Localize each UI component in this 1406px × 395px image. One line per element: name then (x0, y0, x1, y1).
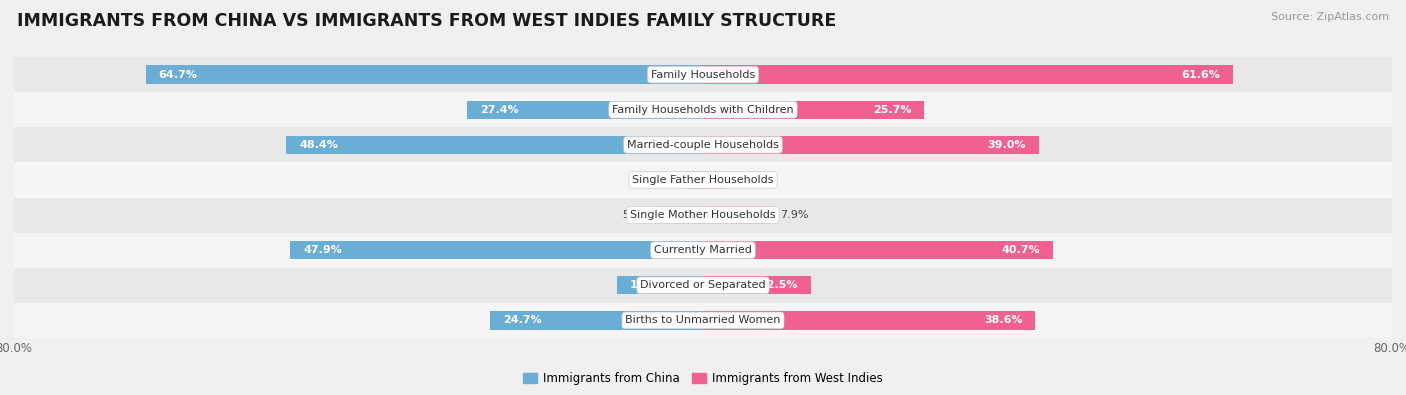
Text: 64.7%: 64.7% (159, 70, 198, 80)
Text: 40.7%: 40.7% (1002, 245, 1040, 255)
Text: 1.8%: 1.8% (651, 175, 679, 185)
Text: 7.9%: 7.9% (780, 210, 808, 220)
Bar (14, 127, 1392, 162)
Text: 38.6%: 38.6% (984, 315, 1022, 325)
Text: 10.0%: 10.0% (630, 280, 668, 290)
Bar (467, 101, 703, 119)
Text: Single Father Households: Single Father Households (633, 175, 773, 185)
Bar (291, 241, 703, 259)
Text: Divorced or Separated: Divorced or Separated (640, 280, 766, 290)
Text: Married-couple Households: Married-couple Households (627, 140, 779, 150)
Bar (703, 311, 1035, 329)
Text: Currently Married: Currently Married (654, 245, 752, 255)
Bar (703, 276, 811, 294)
Text: IMMIGRANTS FROM CHINA VS IMMIGRANTS FROM WEST INDIES FAMILY STRUCTURE: IMMIGRANTS FROM CHINA VS IMMIGRANTS FROM… (17, 12, 837, 30)
Bar (14, 57, 1392, 92)
Text: 12.5%: 12.5% (759, 280, 797, 290)
Bar (703, 136, 1039, 154)
Bar (703, 241, 1053, 259)
Text: 24.7%: 24.7% (503, 315, 541, 325)
Text: Births to Unmarried Women: Births to Unmarried Women (626, 315, 780, 325)
Text: 2.3%: 2.3% (731, 175, 759, 185)
Bar (703, 206, 770, 224)
Bar (703, 101, 924, 119)
Bar (287, 136, 703, 154)
Text: Family Households: Family Households (651, 70, 755, 80)
Bar (14, 162, 1392, 198)
Text: Family Households with Children: Family Households with Children (612, 105, 794, 115)
Bar (146, 66, 703, 84)
Text: Single Mother Households: Single Mother Households (630, 210, 776, 220)
Bar (14, 268, 1392, 303)
Legend: Immigrants from China, Immigrants from West Indies: Immigrants from China, Immigrants from W… (523, 372, 883, 385)
Text: 47.9%: 47.9% (304, 245, 342, 255)
Text: Source: ZipAtlas.com: Source: ZipAtlas.com (1271, 12, 1389, 22)
Bar (688, 171, 703, 189)
Bar (14, 233, 1392, 268)
Bar (14, 198, 1392, 233)
Bar (14, 92, 1392, 127)
Bar (659, 206, 703, 224)
Bar (617, 276, 703, 294)
Bar (703, 171, 723, 189)
Bar (703, 66, 1233, 84)
Bar (491, 311, 703, 329)
Text: 61.6%: 61.6% (1181, 70, 1220, 80)
Text: 27.4%: 27.4% (479, 105, 519, 115)
Bar (14, 303, 1392, 338)
Text: 48.4%: 48.4% (299, 140, 337, 150)
Text: 25.7%: 25.7% (873, 105, 911, 115)
Text: 5.1%: 5.1% (623, 210, 651, 220)
Text: 39.0%: 39.0% (987, 140, 1026, 150)
